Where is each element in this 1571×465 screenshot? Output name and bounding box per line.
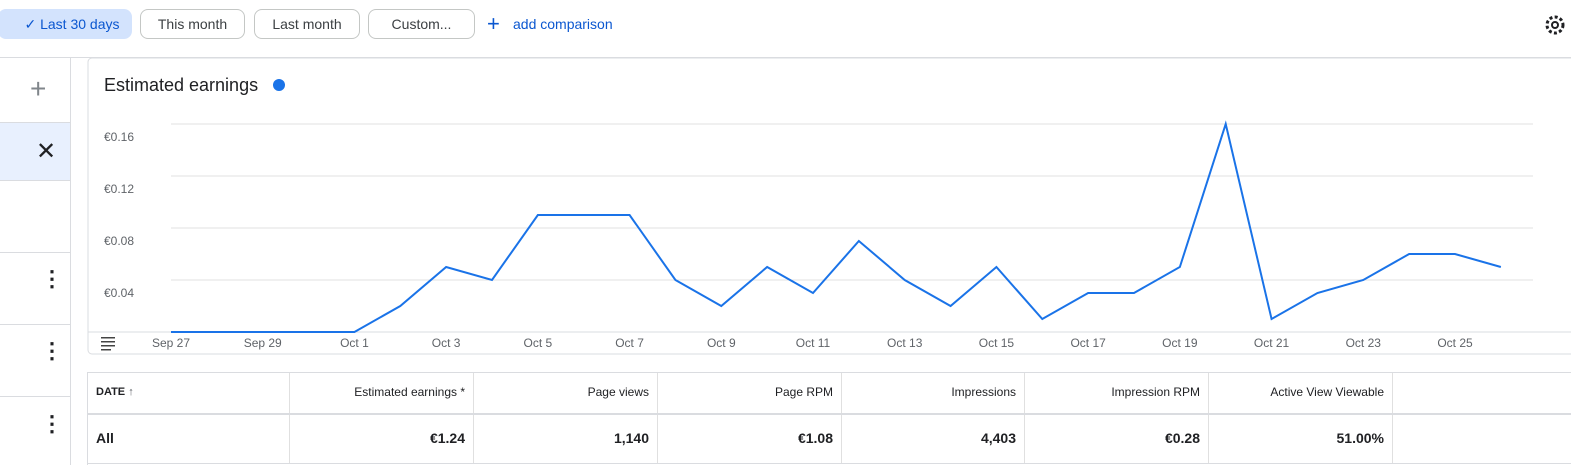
cell-text: €1.08 [797,430,833,446]
table-cell: All [88,414,290,463]
table-cell: €1.08 [658,414,842,463]
table-cell: Page views [474,372,658,413]
menu-icon[interactable] [101,337,115,351]
cell-text: Impression RPM [1111,385,1200,399]
x-tick-label: Sep 29 [244,336,282,350]
divider [0,324,70,325]
y-tick-label: €0.16 [104,130,134,144]
cell-text: DATE [96,386,126,398]
cell-text: 1,140 [613,430,649,446]
cell-text: Page RPM [774,385,833,399]
row-divider [88,463,1571,464]
x-tick-label: Oct 21 [1254,336,1290,350]
range-button[interactable]: ✓ Last 30 days [0,9,132,39]
x-tick-label: Oct 9 [707,336,736,350]
table-cell: Active View Viewable [1209,372,1393,413]
gear [1545,15,1565,35]
y-tick-label: €0.08 [104,234,134,248]
cell-text: Page views [587,385,649,399]
range-label: Last 30 days [40,16,120,32]
table-cell: 4,403 [842,414,1025,463]
table-left-border [87,372,88,465]
line [171,120,1502,333]
cell-text: Impressions [951,385,1016,399]
check-icon: ✓ [24,16,37,32]
divider [0,252,70,253]
settings-icon[interactable] [1543,13,1567,37]
x-tick-label: Oct 23 [1346,336,1382,350]
x-tick-label: Oct 25 [1437,336,1473,350]
y-tick-label: €0.04 [104,286,134,300]
cell-text: €0.28 [1164,430,1200,446]
x-tick-label: Oct 13 [887,336,923,350]
range-button[interactable]: This month [140,9,245,39]
plus-icon[interactable]: + [487,11,500,36]
table-cell: €0.28 [1025,414,1209,463]
legend-dot [273,79,285,91]
cell-text: 51.00% [1336,430,1384,446]
x-tick-label: Oct 3 [432,336,461,350]
table-cell: €1.24 [290,414,474,463]
gear-hub [1551,21,1559,29]
table-cell: 51.00% [1209,414,1393,463]
cell-text: All [96,430,114,446]
y-tick-label: €0.12 [104,182,134,196]
chart-card [87,57,1571,355]
table-cell: Clicks [1393,372,1571,413]
table-cell[interactable]: DATE ↑ [88,372,290,413]
divider [0,396,70,397]
table-cell: 14 [1393,414,1571,463]
x-tick-label: Oct 1 [340,336,369,350]
sidebar: + ✕ ⋮ ⋮ ⋮ [0,57,71,465]
table-cell: Impressions [842,372,1025,413]
chart-title: Estimated earnings [104,75,258,95]
x-tick-label: Oct 15 [979,336,1015,350]
add-comparison[interactable]: add comparison [513,16,613,32]
cell-text: €1.24 [429,430,465,446]
table-cell: Page RPM [658,372,842,413]
more-icon[interactable]: ⋮ [41,411,63,436]
table-cell: 1,140 [474,414,658,463]
cell-text: 4,403 [980,430,1016,446]
selected-row[interactable]: ✕ [0,122,70,181]
table-cell: Impression RPM [1025,372,1209,413]
x-tick-label: Oct 11 [796,336,831,350]
row-divider [88,372,1571,373]
cell-text: Estimated earnings * [354,385,465,399]
range-button[interactable]: Last month [254,9,360,39]
x-tick-label: Oct 7 [615,336,644,350]
cell-text: Active View Viewable [1270,385,1384,399]
range-button[interactable]: Custom... [368,9,475,39]
add-icon[interactable]: + [30,73,47,104]
chart: Estimated earnings €0.04 €0.08 €0.12 €0.16 S… [87,57,1571,355]
row-divider [88,413,1571,415]
x-tick-label: Oct 17 [1070,336,1106,350]
x-tick-label: Oct 5 [524,336,553,350]
x-tick-label: Oct 19 [1162,336,1198,350]
close-icon[interactable]: ✕ [36,138,57,165]
table-cell: Estimated earnings * [290,372,474,413]
x-tick-label: Sep 27 [152,336,190,350]
sort-icon[interactable]: ↑ [125,386,134,398]
